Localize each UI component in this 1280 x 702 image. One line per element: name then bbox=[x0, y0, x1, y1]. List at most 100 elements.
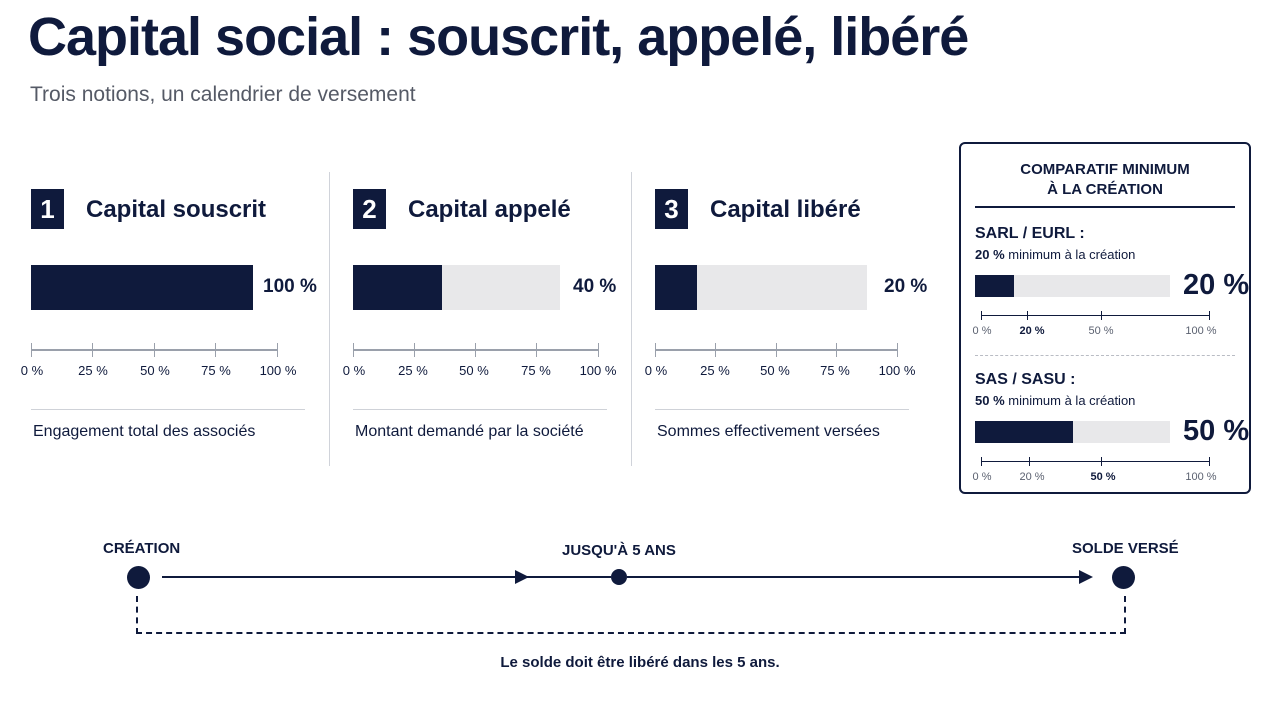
column-separator bbox=[655, 409, 909, 410]
row-description: 50 % minimum à la création bbox=[975, 393, 1135, 408]
row-divider bbox=[975, 355, 1235, 356]
progress-track bbox=[655, 265, 867, 310]
comparatif-panel: COMPARATIF MINIMUM À LA CRÉATION SARL / … bbox=[959, 142, 1251, 494]
timeline-line bbox=[527, 576, 611, 578]
axis-label: 100 % bbox=[878, 363, 916, 378]
column-separator bbox=[353, 409, 607, 410]
comparatif-title-line: COMPARATIF MINIMUM bbox=[1020, 161, 1190, 178]
progress-track bbox=[353, 265, 560, 310]
axis-label: 0 % bbox=[342, 363, 366, 378]
progress-track bbox=[31, 265, 253, 310]
timeline-arrow-icon bbox=[1079, 570, 1093, 584]
axis-label: 0 % bbox=[644, 363, 668, 378]
axis-label: 100 % bbox=[1185, 471, 1217, 483]
progress-value: 20 % bbox=[884, 276, 928, 297]
axis-tick bbox=[31, 343, 32, 357]
axis-tick bbox=[1209, 311, 1210, 320]
page-subtitle: Trois notions, un calendrier de versemen… bbox=[30, 83, 416, 106]
step-badge: 1 bbox=[31, 189, 64, 229]
title-rule bbox=[975, 206, 1235, 208]
column-title: Capital libéré bbox=[710, 196, 861, 223]
comparatif-title-line: À LA CRÉATION bbox=[1047, 181, 1163, 198]
axis-tick bbox=[353, 343, 354, 357]
axis-tick bbox=[215, 343, 216, 357]
row-label: SAS / SASU : bbox=[975, 371, 1076, 388]
timeline-start-dot bbox=[127, 566, 150, 589]
axis-tick bbox=[1101, 311, 1102, 320]
column-libere: 3 Capital libéré 20 % 0 % 25 % 50 % 75 %… bbox=[645, 172, 955, 466]
step-badge: 2 bbox=[353, 189, 386, 229]
row-description-text: minimum à la création bbox=[1004, 247, 1136, 262]
timeline-mid-label: JUSQU'À 5 ANS bbox=[562, 542, 676, 559]
column-description: Montant demandé par la société bbox=[355, 423, 584, 440]
row-big-value: 50 % bbox=[1183, 415, 1250, 447]
axis-label: 75 % bbox=[521, 363, 551, 378]
column-souscrit: 1 Capital souscrit 100 % 0 % 25 % 50 % 7… bbox=[21, 172, 331, 466]
timeline-end-label: SOLDE VERSÉ bbox=[1072, 540, 1179, 557]
axis-label: 100 % bbox=[579, 363, 617, 378]
timeline-mid-dot bbox=[611, 569, 627, 585]
axis-label: 75 % bbox=[820, 363, 850, 378]
timeline-bracket bbox=[136, 596, 1126, 634]
timeline-end-dot bbox=[1112, 566, 1135, 589]
axis-label: 75 % bbox=[201, 363, 231, 378]
timeline-arrow-icon bbox=[515, 570, 529, 584]
axis-tick bbox=[776, 343, 777, 357]
progress-fill bbox=[975, 275, 1014, 297]
axis-label: 25 % bbox=[78, 363, 108, 378]
axis-tick bbox=[981, 457, 982, 466]
timeline-line bbox=[162, 576, 518, 578]
axis-tick bbox=[475, 343, 476, 357]
row-big-value: 20 % bbox=[1183, 269, 1250, 301]
column-appele: 2 Capital appelé 40 % 0 % 25 % 50 % 75 %… bbox=[343, 172, 653, 466]
axis-label: 50 % bbox=[760, 363, 790, 378]
timeline-line bbox=[627, 576, 1081, 578]
axis-tick bbox=[598, 343, 599, 357]
timeline-note: Le solde doit être libéré dans les 5 ans… bbox=[500, 654, 780, 671]
axis-label: 50 % bbox=[140, 363, 170, 378]
axis-label: 0 % bbox=[972, 471, 992, 483]
row-description-value: 20 % bbox=[975, 247, 1005, 262]
axis-label: 0 % bbox=[20, 363, 44, 378]
row-description: 20 % minimum à la création bbox=[975, 247, 1135, 262]
row-label: SARL / EURL : bbox=[975, 225, 1085, 242]
column-separator bbox=[31, 409, 305, 410]
column-title: Capital souscrit bbox=[86, 196, 267, 223]
axis-label: 0 % bbox=[972, 325, 992, 337]
column-description: Engagement total des associés bbox=[33, 423, 256, 440]
axis-label: 100 % bbox=[1185, 325, 1217, 337]
axis-tick bbox=[92, 343, 93, 357]
comparatif-title: COMPARATIF MINIMUM À LA CRÉATION bbox=[961, 160, 1249, 200]
axis-tick bbox=[536, 343, 537, 357]
progress-value: 100 % bbox=[263, 276, 317, 297]
progress-fill bbox=[655, 265, 698, 310]
axis-label: 100 % bbox=[259, 363, 297, 378]
axis-tick bbox=[981, 311, 982, 320]
axis-tick bbox=[277, 343, 278, 357]
step-badge: 3 bbox=[655, 189, 688, 229]
column-divider bbox=[329, 172, 330, 466]
progress-track bbox=[975, 275, 1170, 297]
axis-tick bbox=[154, 343, 155, 357]
row-description-value: 50 % bbox=[975, 393, 1005, 408]
timeline-start-label: CRÉATION bbox=[103, 540, 181, 557]
row-description-text: minimum à la création bbox=[1004, 393, 1136, 408]
axis-line bbox=[981, 315, 1209, 316]
axis-label: 50 % bbox=[1088, 325, 1114, 337]
page-title: Capital social : souscrit, appelé, libér… bbox=[28, 7, 969, 67]
axis-tick bbox=[1029, 457, 1030, 466]
axis-tick bbox=[836, 343, 837, 357]
axis-tick bbox=[1209, 457, 1210, 466]
axis-label: 50 % bbox=[1090, 471, 1116, 483]
progress-value: 40 % bbox=[573, 276, 617, 297]
progress-fill bbox=[975, 421, 1073, 443]
column-divider bbox=[631, 172, 632, 466]
axis-label: 25 % bbox=[700, 363, 730, 378]
axis-tick bbox=[414, 343, 415, 357]
axis-tick bbox=[715, 343, 716, 357]
axis-tick bbox=[1101, 457, 1102, 466]
progress-track bbox=[975, 421, 1170, 443]
axis-label: 20 % bbox=[1019, 325, 1045, 337]
progress-fill bbox=[353, 265, 442, 310]
axis-label: 25 % bbox=[398, 363, 428, 378]
